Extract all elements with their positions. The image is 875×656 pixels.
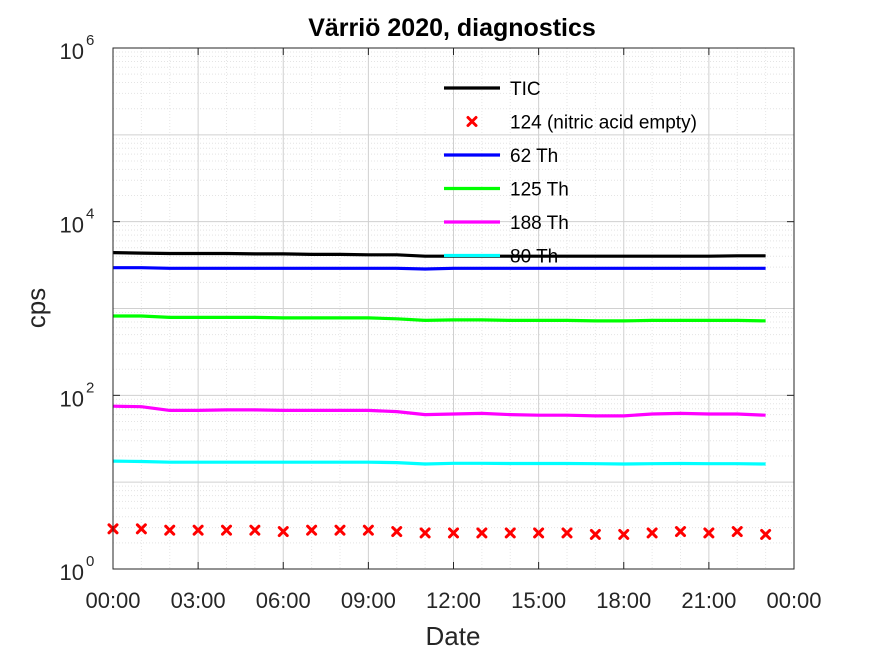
data-point-marker bbox=[533, 527, 545, 539]
data-point-marker bbox=[135, 523, 147, 535]
data-point-marker bbox=[561, 527, 573, 539]
x-axis-label: Date bbox=[426, 621, 481, 651]
x-tick-label: 00:00 bbox=[766, 588, 821, 613]
legend-label: 62 Th bbox=[510, 146, 558, 167]
data-point-marker bbox=[675, 526, 686, 538]
y-tick-base: 10 bbox=[60, 386, 84, 411]
data-point-marker bbox=[249, 524, 261, 536]
series-line bbox=[112, 404, 766, 418]
legend-label: 124 (nitric acid empty) bbox=[510, 113, 697, 134]
legend-entry: 125 Th bbox=[444, 180, 569, 201]
data-point-marker bbox=[448, 527, 459, 539]
data-point-marker bbox=[306, 524, 318, 536]
series-line bbox=[112, 251, 766, 258]
legend: TIC 124 (nitric acid empty) 62 Th 125 Th 188… bbox=[444, 79, 697, 268]
ticks bbox=[112, 47, 795, 570]
x-tick-label: 21:00 bbox=[681, 588, 736, 613]
series-line bbox=[112, 459, 766, 466]
series-0 bbox=[112, 251, 766, 258]
data-point-marker bbox=[589, 528, 601, 540]
series-2 bbox=[113, 266, 766, 271]
data-point-marker bbox=[618, 528, 630, 540]
data-point-marker bbox=[362, 524, 374, 536]
series-3 bbox=[113, 314, 766, 323]
x-tick-label: 15:00 bbox=[511, 588, 566, 613]
y-tick-label: 10 4 bbox=[60, 206, 95, 238]
data-point-marker bbox=[504, 527, 516, 539]
y-tick-exponent: 2 bbox=[86, 379, 94, 396]
x-tick-label: 00:00 bbox=[85, 588, 140, 613]
data-point-marker bbox=[334, 524, 346, 536]
x-tick-label: 12:00 bbox=[426, 588, 481, 613]
data-point-marker bbox=[164, 524, 176, 536]
data-point-marker bbox=[476, 527, 488, 539]
data-point-marker bbox=[277, 526, 289, 538]
y-tick-base: 10 bbox=[60, 560, 84, 585]
x-tick-labels: 00:00 03:00 06:00 09:00 12:00 15:00 18:00 21:00… bbox=[85, 588, 821, 613]
legend-swatch bbox=[466, 116, 478, 127]
y-tick-exponent: 0 bbox=[86, 553, 94, 570]
legend-entry: 62 Th bbox=[444, 146, 558, 167]
x-tick-label: 03:00 bbox=[171, 588, 226, 613]
y-tick-base: 10 bbox=[60, 213, 84, 238]
legend-entry: 124 (nitric acid empty) bbox=[466, 113, 697, 134]
y-tick-base: 10 bbox=[60, 39, 84, 64]
legend-label: 188 Th bbox=[510, 213, 569, 234]
legend-entry: 188 Th bbox=[444, 213, 569, 234]
x-tick-label: 06:00 bbox=[256, 588, 311, 613]
y-tick-label: 10 0 bbox=[60, 553, 95, 585]
data-point-marker bbox=[192, 524, 204, 536]
legend-entry: TIC bbox=[444, 79, 541, 100]
legend-label: 80 Th bbox=[510, 247, 558, 268]
y-axis-label: cps bbox=[21, 288, 51, 328]
series-4 bbox=[112, 404, 766, 418]
y-tick-label: 10 6 bbox=[60, 32, 95, 64]
series-5 bbox=[112, 459, 766, 466]
y-tick-exponent: 6 bbox=[86, 32, 94, 49]
legend-label: 125 Th bbox=[510, 180, 569, 201]
legend-entry: 80 Th bbox=[444, 247, 558, 268]
data-point-marker bbox=[646, 527, 658, 539]
grid bbox=[112, 48, 795, 570]
data-point-marker bbox=[419, 527, 431, 539]
data-point-marker bbox=[703, 527, 715, 539]
data-point-marker bbox=[760, 528, 772, 540]
y-tick-exponent: 4 bbox=[86, 206, 94, 223]
data-point-marker bbox=[391, 526, 403, 538]
data-point-marker bbox=[731, 526, 743, 538]
series-line bbox=[113, 314, 766, 323]
y-tick-label: 10 2 bbox=[60, 379, 95, 411]
series-group bbox=[107, 251, 772, 540]
x-tick-label: 18:00 bbox=[596, 588, 651, 613]
series-line bbox=[113, 266, 766, 271]
chart-title: Värriö 2020, diagnostics bbox=[308, 14, 596, 42]
legend-label: TIC bbox=[510, 79, 541, 100]
data-point-marker bbox=[221, 524, 232, 536]
x-tick-label: 09:00 bbox=[341, 588, 396, 613]
series-1 bbox=[107, 523, 772, 540]
